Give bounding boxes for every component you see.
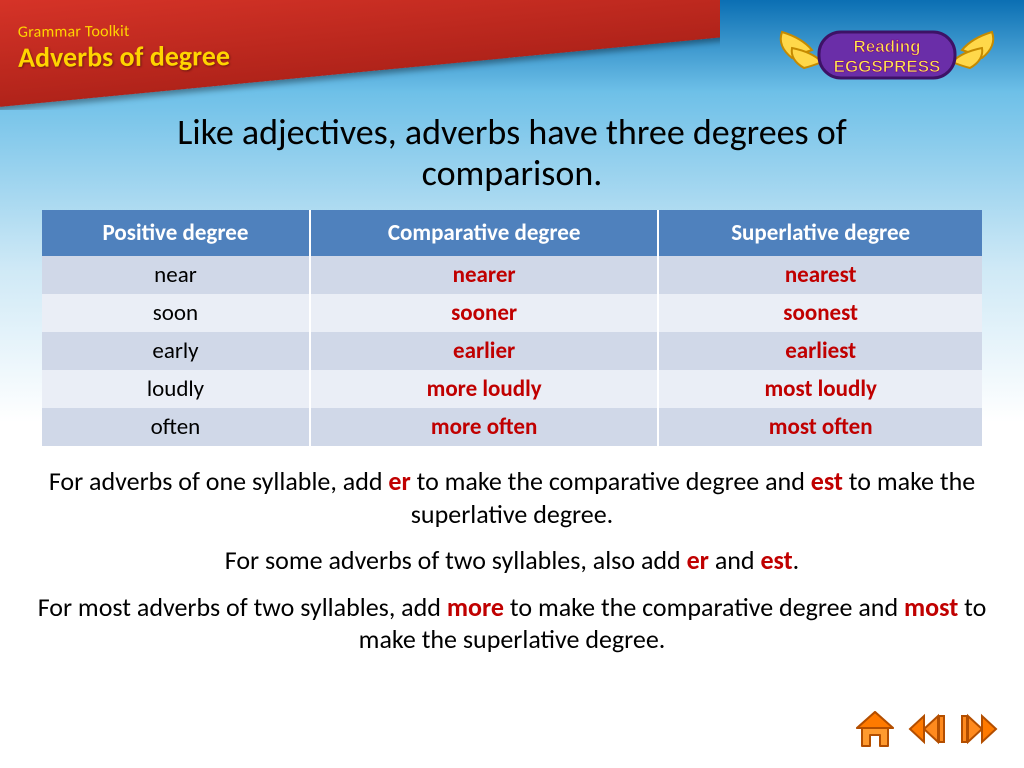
cell-pos: often — [42, 408, 310, 446]
col-comparative: Comparative degree — [310, 210, 658, 256]
cell-pos: early — [42, 332, 310, 370]
table-row: near nearer nearest — [42, 256, 982, 294]
prev-button[interactable] — [904, 708, 950, 750]
table-row: often more often most often — [42, 408, 982, 446]
header-ribbon: Grammar Toolkit Adverbs of degree — [0, 0, 720, 110]
reading-eggspress-logo: Reading EGGSPRESS — [772, 10, 1002, 100]
logo-text-bottom: EGGSPRESS — [834, 57, 941, 76]
nav-controls — [852, 708, 1002, 750]
rule-1: For adverbs of one syllable, add er to m… — [32, 465, 992, 530]
cell-sup: nearest — [658, 256, 982, 294]
cell-comp: more loudly — [310, 370, 658, 408]
home-button[interactable] — [852, 708, 898, 750]
cell-comp: nearer — [310, 256, 658, 294]
cell-pos: loudly — [42, 370, 310, 408]
cell-comp: more often — [310, 408, 658, 446]
rule-3: For most adverbs of two syllables, add m… — [32, 591, 992, 656]
cell-sup: soonest — [658, 294, 982, 332]
table-row: early earlier earliest — [42, 332, 982, 370]
cell-sup: most often — [658, 408, 982, 446]
cell-comp: earlier — [310, 332, 658, 370]
header-title: Adverbs of degree — [18, 38, 230, 75]
cell-sup: earliest — [658, 332, 982, 370]
rule-2: For some adverbs of two syllables, also … — [32, 544, 992, 577]
rules-block: For adverbs of one syllable, add er to m… — [32, 465, 992, 670]
cell-comp: sooner — [310, 294, 658, 332]
table-row: soon sooner soonest — [42, 294, 982, 332]
logo-text-top: Reading — [853, 37, 920, 56]
table-row: loudly more loudly most loudly — [42, 370, 982, 408]
col-positive: Positive degree — [42, 210, 310, 256]
cell-pos: near — [42, 256, 310, 294]
page-title: Like adjectives, adverbs have three degr… — [0, 112, 1024, 195]
col-superlative: Superlative degree — [658, 210, 982, 256]
next-button[interactable] — [956, 708, 1002, 750]
cell-pos: soon — [42, 294, 310, 332]
degrees-table: Positive degree Comparative degree Super… — [42, 210, 982, 446]
cell-sup: most loudly — [658, 370, 982, 408]
